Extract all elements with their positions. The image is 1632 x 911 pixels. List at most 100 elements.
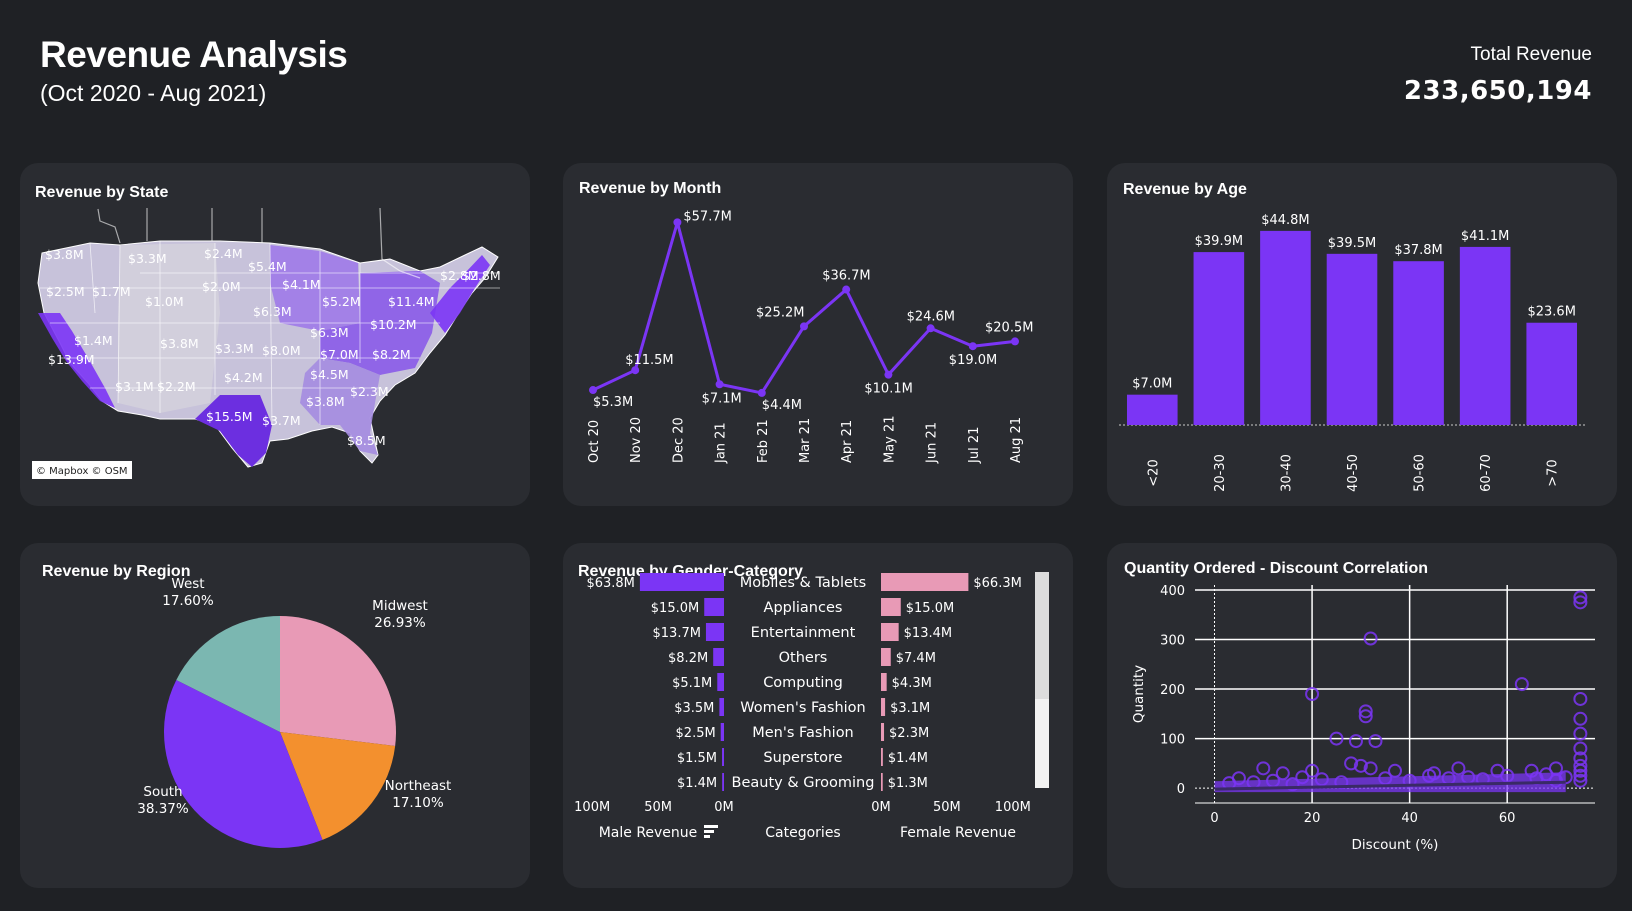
female-bar[interactable] [881, 598, 901, 616]
scatter-point[interactable] [1314, 772, 1329, 787]
scatter-point[interactable] [1573, 595, 1588, 610]
female-value-label: $7.4M [896, 651, 936, 666]
scatter-point[interactable] [1348, 734, 1363, 749]
female-bar[interactable] [881, 623, 899, 641]
female-bar[interactable] [881, 773, 883, 791]
month-point[interactable] [800, 322, 808, 331]
female-bar[interactable] [881, 723, 885, 741]
scatter-x-tick: 0 [1210, 811, 1218, 826]
scatter-point[interactable] [1368, 734, 1383, 749]
scatter-x-label: Discount (%) [1352, 837, 1439, 853]
month-line-chart[interactable]: $5.3M Oct 20 $11.5M Nov 20 $57.7M Dec 20 $7.1M… [563, 163, 1073, 506]
scatter-point[interactable] [1329, 731, 1344, 746]
scatter-point[interactable] [1514, 677, 1529, 692]
region-slice[interactable] [280, 732, 396, 840]
scatter-point[interactable] [1256, 761, 1271, 776]
map-state-label: $6.3M [253, 304, 292, 319]
male-bar[interactable] [722, 748, 724, 766]
region-slice[interactable] [176, 616, 280, 732]
scatter-point[interactable] [1573, 768, 1588, 783]
scatter-point[interactable] [1344, 756, 1359, 771]
age-bar[interactable] [1526, 322, 1578, 425]
map-state-label: $4.5M [310, 367, 349, 382]
male-bar[interactable] [639, 573, 724, 591]
region-slice[interactable] [280, 616, 396, 747]
map-state-label: $8.2M [372, 347, 411, 362]
age-bar[interactable] [1393, 261, 1444, 425]
scatter-point[interactable] [1275, 766, 1290, 781]
month-point[interactable] [715, 380, 724, 389]
male-bar[interactable] [713, 648, 724, 666]
month-point[interactable] [673, 218, 682, 227]
month-data-label: $10.1M [864, 382, 912, 397]
age-bar-chart[interactable]: $7.0M <20 $39.9M 20-30 $44.8M 30-40 $39.5M 40-5… [1107, 163, 1617, 506]
male-bar[interactable] [717, 673, 724, 691]
scatter-point[interactable] [1363, 761, 1378, 776]
discount-quantity-scatter[interactable]: 0 20 40 60 0 100 200 300 400 Discount (%) Quantity [1107, 543, 1617, 888]
scatter-point[interactable] [1573, 741, 1588, 756]
female-bar[interactable] [881, 673, 887, 691]
map-state-label: $4.2M [224, 370, 263, 385]
us-map[interactable]: $3.8M $3.3M $2.4M $5.4M $2.8M $2.5M $1.7M $1.0M… [20, 163, 530, 506]
scatter-point[interactable] [1451, 761, 1466, 776]
age-bar[interactable] [1193, 252, 1245, 425]
female-value-label: $15.0M [906, 601, 954, 616]
male-bar[interactable] [722, 773, 724, 791]
scatter-point[interactable] [1305, 763, 1320, 778]
month-point[interactable] [1011, 337, 1019, 346]
age-bar[interactable] [1326, 253, 1378, 425]
scatter-point[interactable] [1573, 758, 1588, 773]
region-slice[interactable] [164, 679, 323, 848]
scatter-point[interactable] [1358, 709, 1373, 724]
scatter-point[interactable] [1334, 775, 1349, 790]
female-bar[interactable] [881, 648, 891, 666]
map-state-label: $10.2M [370, 317, 417, 332]
scrollbar-thumb[interactable] [1035, 572, 1049, 699]
month-point[interactable] [884, 370, 893, 379]
scatter-point[interactable] [1500, 768, 1515, 783]
month-data-label: $4.4M [762, 398, 802, 413]
age-data-label: $41.1M [1461, 229, 1509, 244]
month-point[interactable] [589, 386, 597, 395]
scatter-point[interactable] [1353, 758, 1368, 773]
scatter-point[interactable] [1573, 590, 1588, 605]
month-tick-label: Oct 20 [587, 420, 602, 463]
female-bar[interactable] [881, 748, 883, 766]
gender-category-chart[interactable]: $63.8M $66.3M Mobiles & Tablets $15.0M $15.0… [563, 543, 1073, 888]
map-state-label: $5.2M [322, 294, 361, 309]
month-point[interactable] [968, 342, 977, 351]
scatter-point[interactable] [1388, 763, 1402, 778]
age-bar[interactable] [1459, 246, 1511, 425]
category-label: Beauty & Grooming [732, 775, 875, 791]
scatter-point[interactable] [1573, 691, 1588, 706]
male-bar[interactable] [705, 623, 724, 641]
female-bar[interactable] [881, 698, 886, 716]
male-bar[interactable] [704, 598, 724, 616]
scatter-point[interactable] [1231, 771, 1246, 786]
scatter-point[interactable] [1358, 704, 1373, 719]
male-bar[interactable] [720, 723, 724, 741]
scatter-point[interactable] [1305, 687, 1320, 701]
month-point[interactable] [631, 366, 640, 375]
month-point[interactable] [757, 388, 766, 397]
scatter-point[interactable] [1539, 767, 1554, 782]
scatter-point[interactable] [1573, 726, 1588, 741]
female-bar[interactable] [881, 573, 969, 591]
scatter-point[interactable] [1573, 763, 1588, 778]
region-card: Revenue by Region Midwest 26.93% Northeast… [20, 543, 530, 888]
scatter-point[interactable] [1573, 711, 1588, 726]
scatter-point[interactable] [1295, 770, 1310, 785]
male-bar[interactable] [719, 698, 724, 716]
scatter-point[interactable] [1285, 777, 1300, 792]
scatter-point[interactable] [1378, 771, 1393, 786]
scatter-y-tick: 100 [1160, 733, 1185, 748]
age-bar[interactable] [1260, 230, 1311, 425]
month-point[interactable] [926, 324, 935, 333]
age-bar[interactable] [1126, 394, 1178, 425]
month-point[interactable] [842, 285, 851, 294]
scatter-point[interactable] [1573, 773, 1588, 788]
filter-icon[interactable] [704, 825, 718, 838]
scatter-point[interactable] [1422, 768, 1437, 783]
scatter-point[interactable] [1363, 631, 1378, 646]
